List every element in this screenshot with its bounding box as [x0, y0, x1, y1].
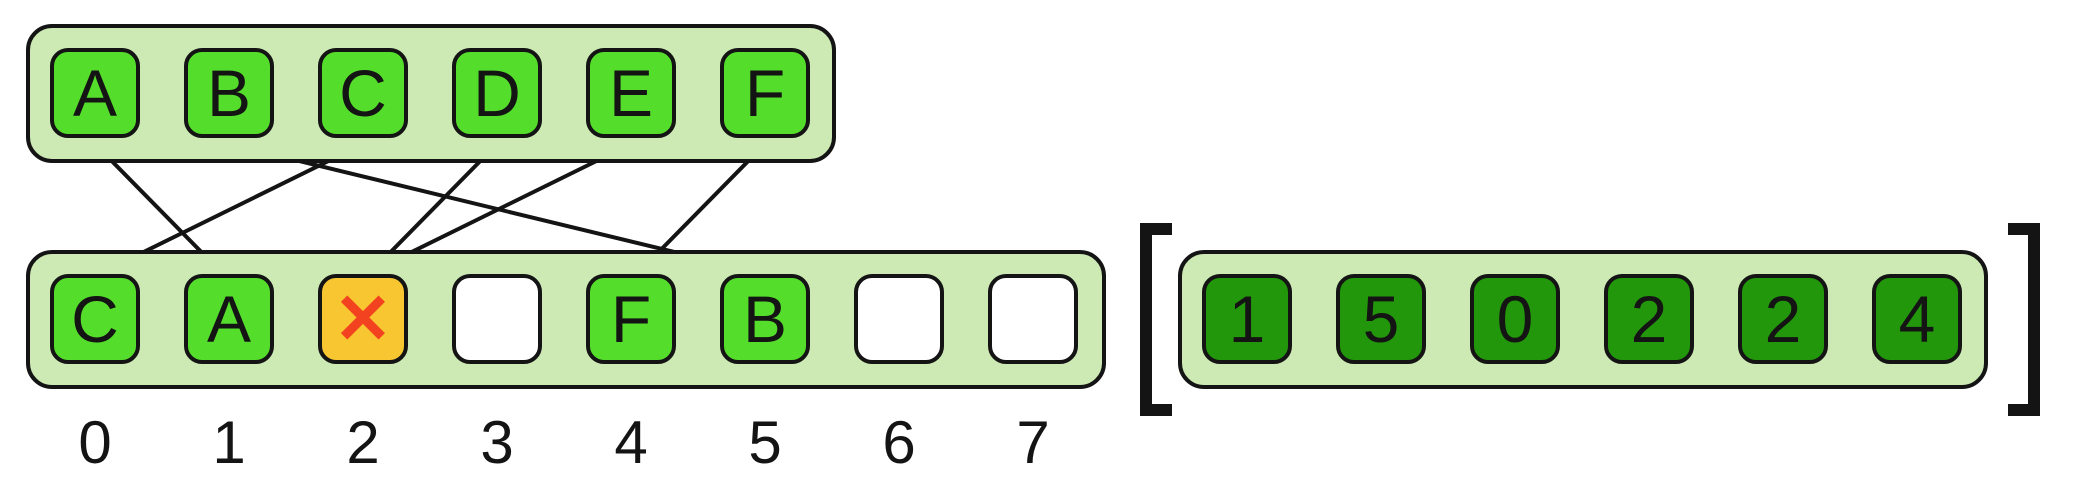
key-label: A [72, 56, 118, 130]
table-slot-0: C [50, 274, 140, 364]
key-cell-c: C [318, 48, 408, 138]
slot-key-label: C [71, 282, 119, 356]
slot-index-label: 4 [614, 409, 648, 476]
hash-array-cell: 1 [1202, 274, 1292, 364]
slot-key-label: F [610, 282, 652, 356]
right-bracket [2008, 223, 2040, 416]
key-label: E [608, 56, 654, 130]
table-slot-1: A [184, 274, 274, 364]
table-slot-3 [452, 274, 542, 364]
key-cell-a: A [50, 48, 140, 138]
slot-index-label: 0 [78, 409, 112, 476]
table-slot-4: F [586, 274, 676, 364]
key-cell-e: E [586, 48, 676, 138]
slot-index-label: 1 [212, 409, 246, 476]
hash-array-cell: 5 [1336, 274, 1426, 364]
slot-index-label: 7 [1016, 409, 1050, 476]
key-label: B [206, 56, 252, 130]
key-label: D [473, 56, 521, 130]
x-icon: ✕ [333, 280, 393, 358]
table-slot-6 [854, 274, 944, 364]
hash-array-value: 1 [1228, 282, 1266, 356]
left-bracket [1140, 223, 1172, 416]
hash-array-value: 4 [1898, 282, 1936, 356]
table-slot-5: B [720, 274, 810, 364]
slot-index-label: 3 [480, 409, 514, 476]
slot-index-label: 6 [882, 409, 916, 476]
key-cell-d: D [452, 48, 542, 138]
slot-key-label: B [742, 282, 788, 356]
hash-array-cell: 2 [1604, 274, 1694, 364]
hash-array-cell: 0 [1470, 274, 1560, 364]
key-cell-b: B [184, 48, 274, 138]
key-label: F [744, 56, 786, 130]
hash-array-tray [1178, 250, 1988, 389]
table-slot-2: ✕ [318, 274, 408, 364]
hash-array-value: 2 [1764, 282, 1802, 356]
key-label: C [339, 56, 387, 130]
hash-array-cell: 4 [1872, 274, 1962, 364]
table-slot-7 [988, 274, 1078, 364]
keys-tray [26, 24, 836, 163]
slot-index-label: 5 [748, 409, 782, 476]
hash-array-value: 2 [1630, 282, 1668, 356]
slot-index-label: 2 [346, 409, 380, 476]
hash-array-cell: 2 [1738, 274, 1828, 364]
slot-key-label: A [206, 282, 252, 356]
hash-array-value: 5 [1362, 282, 1400, 356]
hash-array-value: 0 [1496, 282, 1534, 356]
key-cell-f: F [720, 48, 810, 138]
